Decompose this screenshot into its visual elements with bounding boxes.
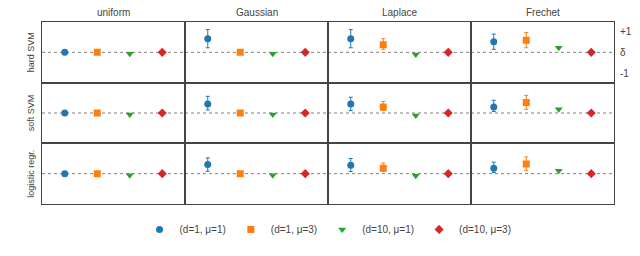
svg-text:logistic regr.: logistic regr.: [26, 150, 36, 198]
svg-text:hard SVM: hard SVM: [26, 32, 36, 72]
svg-text:uniform: uniform: [97, 7, 130, 18]
svg-text:+1: +1: [620, 26, 632, 37]
svg-text:soft SVM: soft SVM: [26, 95, 36, 132]
svg-text:(d=10, μ=1): (d=10, μ=1): [362, 224, 414, 235]
svg-text:(d=10, μ=3): (d=10, μ=3): [459, 224, 511, 235]
svg-text:Laplace: Laplace: [382, 7, 417, 18]
svg-text:Frechet: Frechet: [526, 7, 560, 18]
svg-text:-1: -1: [620, 68, 629, 79]
svg-text:Gaussian: Gaussian: [236, 7, 278, 18]
svg-text:(d=1, μ=3): (d=1, μ=3): [271, 224, 317, 235]
svg-text:(d=1, μ=1): (d=1, μ=1): [180, 224, 226, 235]
svg-text:δ: δ: [620, 47, 626, 58]
